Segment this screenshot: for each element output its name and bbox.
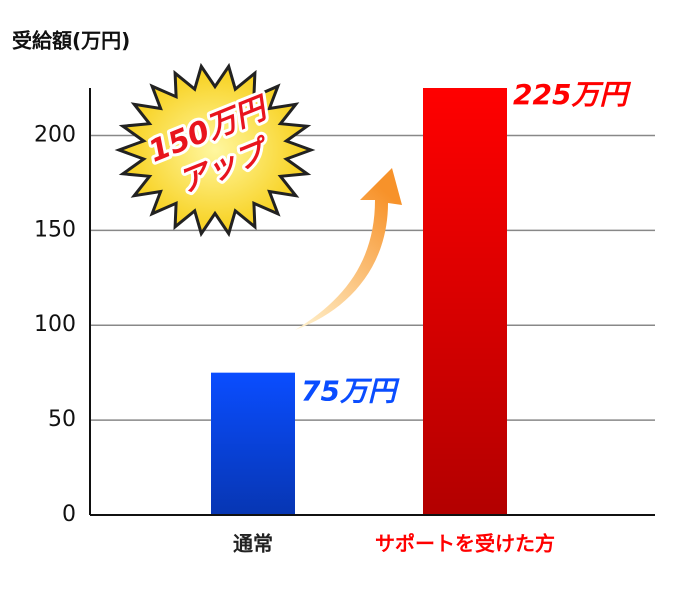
y-tick-label: 50 xyxy=(48,407,76,432)
bar-shade xyxy=(423,88,507,515)
arrow xyxy=(295,168,402,330)
value-label: 75万円 xyxy=(301,375,400,408)
y-tick-label: 150 xyxy=(34,217,76,242)
x-tick-label: サポートを受けた方 xyxy=(375,532,555,556)
starburst xyxy=(114,62,316,238)
y-axis-label: 受給額(万円) xyxy=(12,29,130,53)
y-tick-label: 100 xyxy=(34,312,76,337)
x-tick-label: 通常 xyxy=(233,532,273,556)
bar-shade xyxy=(211,372,295,515)
y-tick-label: 200 xyxy=(34,122,76,147)
y-tick-label: 0 xyxy=(62,502,76,527)
value-label: 225万円 xyxy=(513,78,631,111)
